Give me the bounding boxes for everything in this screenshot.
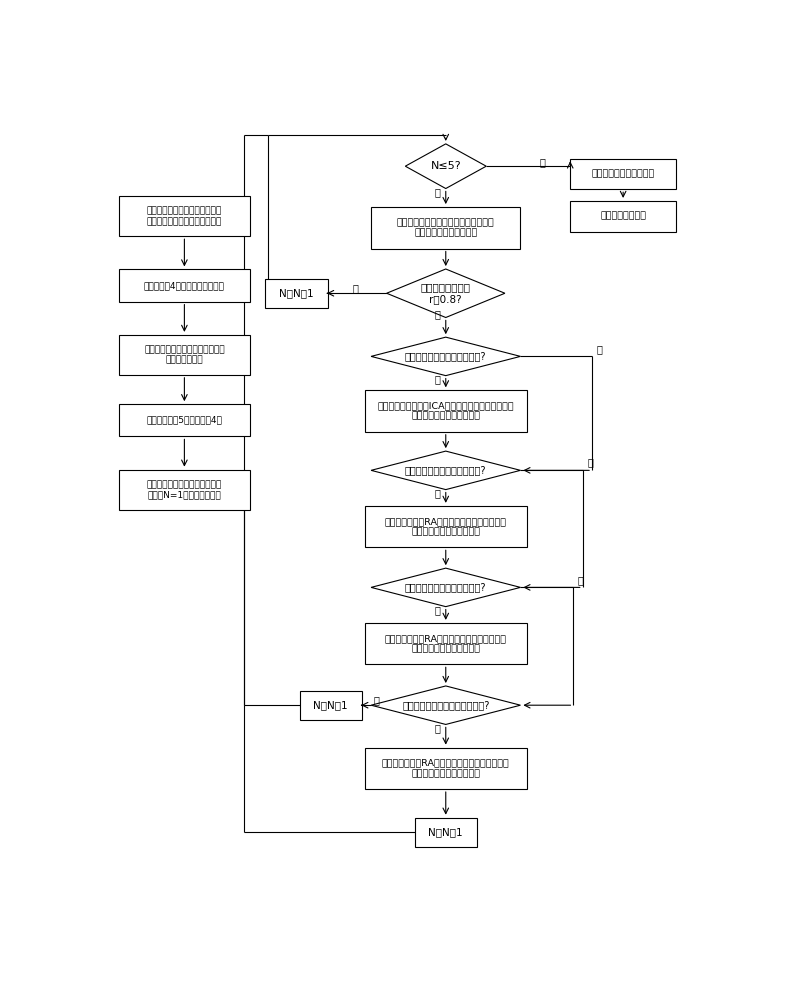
Polygon shape bbox=[405, 144, 486, 189]
Polygon shape bbox=[371, 337, 520, 376]
Text: 是: 是 bbox=[434, 723, 440, 733]
Text: 计算同一站点位置的等时间距度的
理论固体潮数据: 计算同一站点位置的等时间距度的 理论固体潮数据 bbox=[144, 345, 225, 365]
Polygon shape bbox=[371, 568, 520, 607]
Text: 是: 是 bbox=[434, 187, 440, 197]
Text: 应变是否受气压数据影响最大?: 应变是否受气压数据影响最大? bbox=[404, 582, 486, 592]
Text: 是否至少存在一个
r＞0.8?: 是否至少存在一个 r＞0.8? bbox=[420, 282, 470, 304]
Polygon shape bbox=[371, 451, 520, 490]
Text: 利用回归分析（RA）计算气温变化引起的应变
并校正对应频段的应变数据: 利用回归分析（RA）计算气温变化引起的应变 并校正对应频段的应变数据 bbox=[384, 517, 506, 536]
FancyBboxPatch shape bbox=[119, 404, 249, 436]
Text: 否: 否 bbox=[586, 458, 593, 468]
Text: 应变是否受水位数据影响最大?: 应变是否受水位数据影响最大? bbox=[404, 351, 486, 361]
Polygon shape bbox=[371, 686, 520, 724]
Text: 是: 是 bbox=[434, 605, 440, 615]
Text: 是: 是 bbox=[434, 374, 440, 384]
FancyBboxPatch shape bbox=[414, 818, 476, 847]
FancyBboxPatch shape bbox=[119, 269, 249, 302]
FancyBboxPatch shape bbox=[119, 196, 249, 236]
Text: N＝N＋1: N＝N＋1 bbox=[279, 288, 314, 298]
FancyBboxPatch shape bbox=[364, 748, 526, 789]
FancyBboxPatch shape bbox=[569, 158, 675, 189]
FancyBboxPatch shape bbox=[364, 623, 526, 664]
Text: 利用回归分析（RA）计算气固体潮化引起的应变
并校正对应频段的应变数据: 利用回归分析（RA）计算气固体潮化引起的应变 并校正对应频段的应变数据 bbox=[382, 759, 509, 778]
Text: 录入某一台站的钒孔应变数据、
同站点的气温、气压和水位数据: 录入某一台站的钒孔应变数据、 同站点的气温、气压和水位数据 bbox=[147, 207, 221, 226]
Text: 小波分解将以5组数据分解4层: 小波分解将以5组数据分解4层 bbox=[146, 416, 222, 425]
Text: 否: 否 bbox=[539, 157, 545, 167]
Text: 应变是否受气温数据影响最大?: 应变是否受气温数据影响最大? bbox=[404, 465, 486, 475]
Text: 利用独立成分分析（ICA）计算水位变化引起的应变
并校正对应频段的应变数据: 利用独立成分分析（ICA）计算水位变化引起的应变 并校正对应频段的应变数据 bbox=[377, 401, 513, 421]
Text: 是: 是 bbox=[434, 309, 440, 319]
Text: 是: 是 bbox=[434, 488, 440, 498]
FancyBboxPatch shape bbox=[119, 335, 249, 375]
FancyBboxPatch shape bbox=[265, 279, 327, 308]
FancyBboxPatch shape bbox=[364, 390, 526, 432]
Text: 计算各因素与对应频段应变的相关系数
将各相关系数按降序排列: 计算各因素与对应频段应变的相关系数 将各相关系数按降序排列 bbox=[396, 218, 494, 237]
Text: N＝N＋1: N＝N＋1 bbox=[428, 827, 463, 837]
Text: 否: 否 bbox=[373, 695, 379, 705]
Text: 否: 否 bbox=[352, 284, 358, 294]
Polygon shape bbox=[387, 269, 504, 318]
Text: N≤5?: N≤5? bbox=[430, 161, 460, 171]
Text: 否: 否 bbox=[596, 344, 602, 354]
FancyBboxPatch shape bbox=[364, 506, 526, 547]
FancyBboxPatch shape bbox=[569, 201, 675, 232]
FancyBboxPatch shape bbox=[299, 691, 362, 720]
Text: 叠加各频段内剩余的应变: 叠加各频段内剩余的应变 bbox=[591, 169, 654, 178]
Text: 输出校正后的应变: 输出校正后的应变 bbox=[599, 212, 646, 221]
Text: 利用回归分析（RA）计算气压变化引起的应变
并校正对应频段的应变数据: 利用回归分析（RA）计算气压变化引起的应变 并校正对应频段的应变数据 bbox=[384, 634, 506, 653]
FancyBboxPatch shape bbox=[119, 470, 249, 510]
Text: 应变是否受固体潮数据影响最大?: 应变是否受固体潮数据影响最大? bbox=[402, 700, 489, 710]
Text: N＝N＋1: N＝N＋1 bbox=[313, 700, 347, 710]
FancyBboxPatch shape bbox=[371, 207, 520, 249]
Text: 选取每种影响因素的第一层数据
即选取N=1层时的各个因素: 选取每种影响因素的第一层数据 即选取N=1层时的各个因素 bbox=[147, 480, 221, 499]
Text: 滑动窗计算4组数据的小时値数据: 滑动窗计算4组数据的小时値数据 bbox=[144, 281, 225, 290]
Text: 否: 否 bbox=[577, 575, 583, 585]
